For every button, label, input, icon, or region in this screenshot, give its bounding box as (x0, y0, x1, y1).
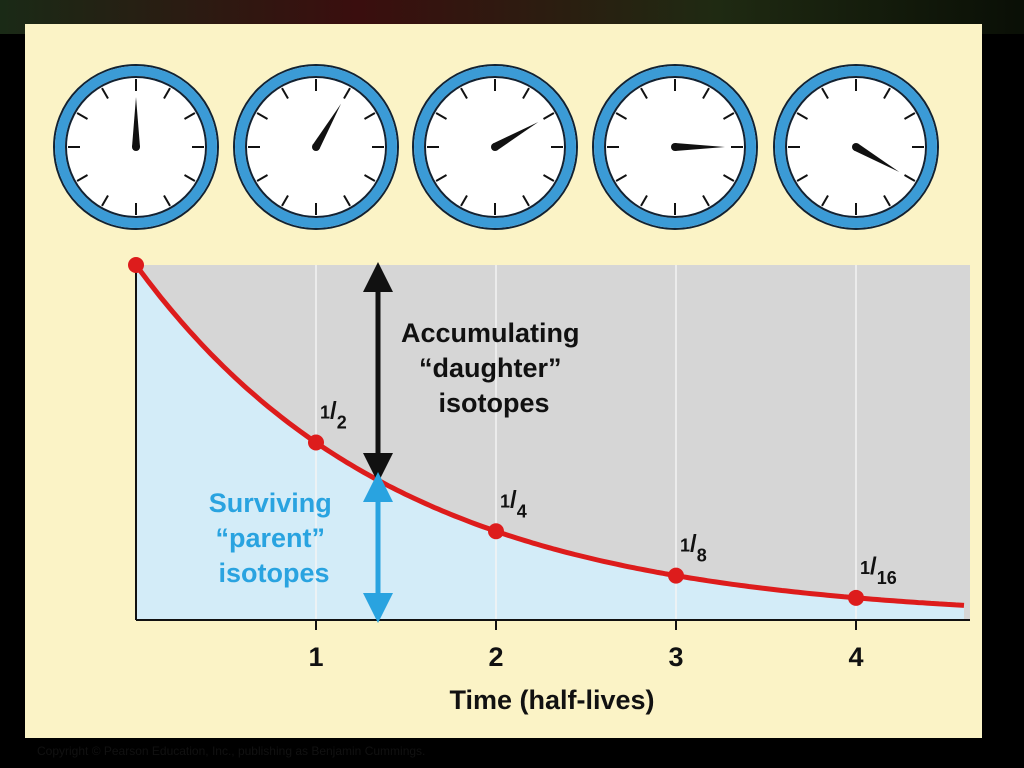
x-ticks: 1 2 3 4 (308, 620, 864, 672)
daughter-isotopes-label: Accumulating “daughter” isotopes (401, 318, 587, 418)
decay-chart: 1 2 3 4 1/2 1/4 1/8 1/16 Accumulating “daughte… (128, 257, 970, 715)
parent-label-line: “parent” (215, 523, 325, 553)
clock-hand (132, 97, 140, 147)
x-tick-label: 2 (488, 642, 503, 672)
clock-hand (675, 143, 725, 151)
daughter-label-line: “daughter” (419, 353, 562, 383)
clock (53, 64, 219, 230)
clock-hand (493, 122, 539, 151)
copyright-notice: Copyright © Pearson Education, Inc., pub… (37, 744, 426, 758)
x-tick-label: 1 (308, 642, 323, 672)
clock (412, 64, 578, 230)
fraction-label: 1/2 (320, 398, 347, 433)
point-labels: 1/2 1/4 1/8 1/16 (320, 398, 897, 588)
data-point (128, 257, 144, 273)
fraction-label: 1/8 (680, 531, 707, 566)
parent-label-line: isotopes (218, 558, 329, 588)
data-point (308, 434, 324, 451)
fraction-label: 1/16 (860, 553, 897, 588)
parent-isotopes-label: Surviving “parent” isotopes (209, 488, 340, 588)
data-points (128, 257, 864, 606)
x-tick-label: 4 (848, 642, 863, 672)
clock (773, 64, 939, 230)
clock (233, 64, 399, 230)
parent-label-line: Surviving (209, 488, 332, 518)
clock (592, 64, 758, 230)
decay-curve (133, 263, 965, 608)
data-point (668, 567, 684, 584)
clock-hand (312, 103, 341, 149)
data-point (488, 523, 504, 540)
fraction-label: 1/4 (500, 486, 527, 521)
x-tick-label: 3 (668, 642, 683, 672)
daughter-label-line: Accumulating (401, 318, 580, 348)
clock-row (53, 64, 939, 230)
parent-region (136, 265, 964, 620)
clock-hand (854, 143, 900, 172)
daughter-label-line: isotopes (438, 388, 549, 418)
x-axis-label: Time (half-lives) (449, 685, 654, 715)
data-point (848, 589, 864, 606)
